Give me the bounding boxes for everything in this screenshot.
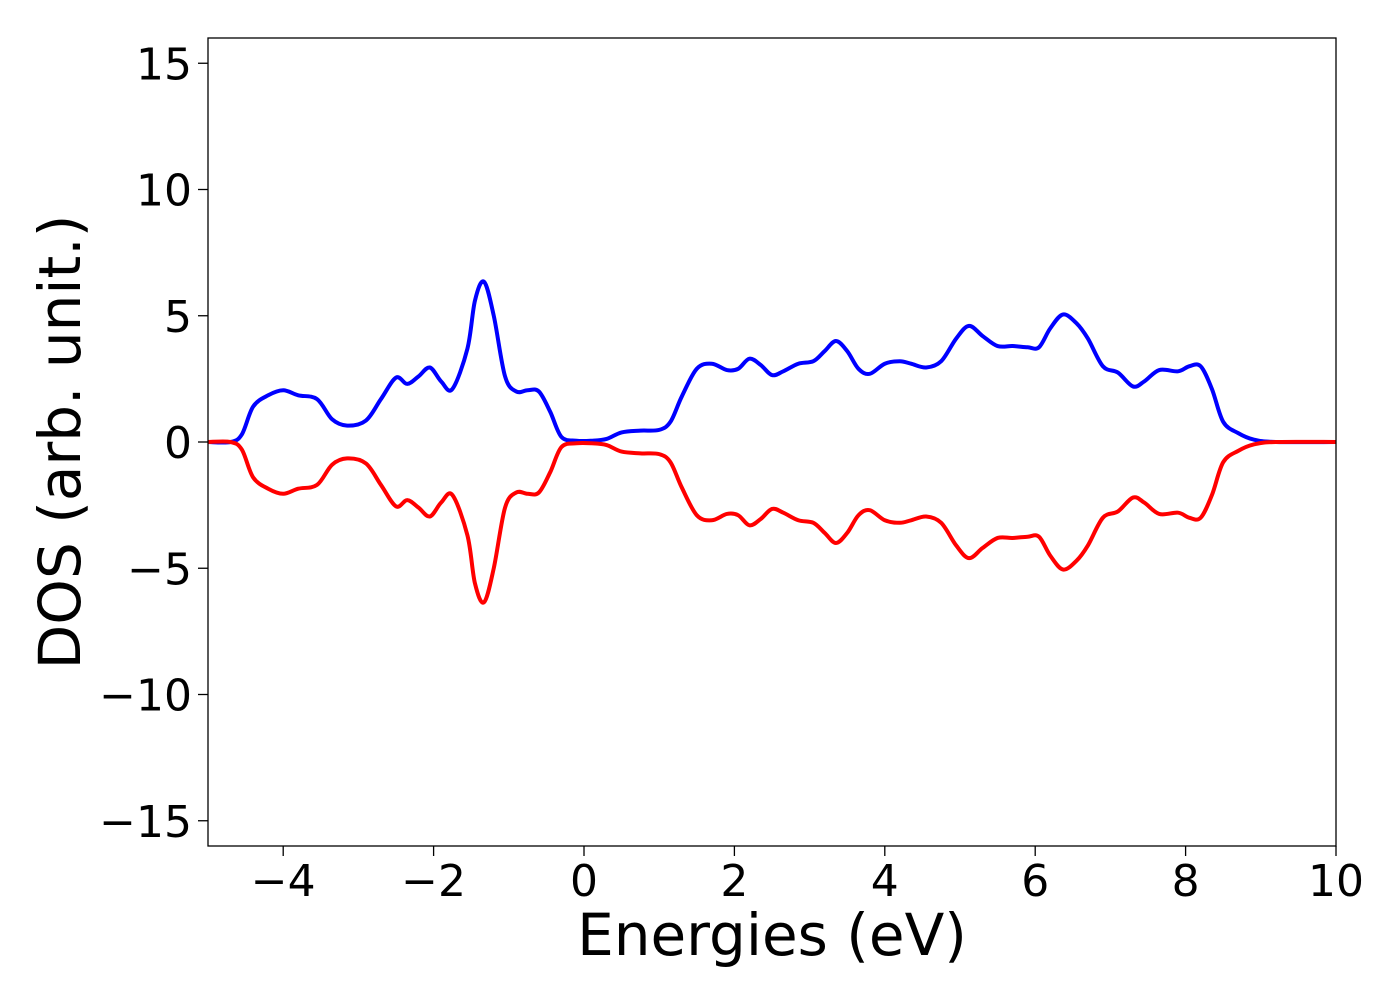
x-tick-label: 2: [720, 856, 748, 907]
x-axis-ticks: −4 −2 0 2 4 6 8 10: [251, 846, 1364, 907]
x-axis-label: Energies (eV): [577, 901, 967, 969]
y-tick-label: 0: [164, 418, 192, 469]
y-tick-label: 5: [164, 292, 192, 343]
x-tick-label: −2: [401, 856, 466, 907]
x-tick-label: 8: [1172, 856, 1200, 907]
plot-frame: [207, 37, 1337, 847]
y-tick-label: −10: [99, 671, 192, 722]
y-axis-label: DOS (arb. unit.): [26, 215, 94, 670]
y-axis-ticks: −15 −10 −5 0 5 10 15: [99, 39, 208, 848]
x-tick-label: −4: [251, 856, 316, 907]
y-tick-label: 15: [136, 39, 192, 90]
x-tick-label: 0: [570, 856, 598, 907]
x-tick-label: 4: [871, 856, 899, 907]
y-tick-label: 10: [136, 166, 192, 217]
series-line-1: [207, 279, 1337, 445]
x-tick-label: 10: [1308, 856, 1364, 907]
series-layer: [207, 279, 1337, 605]
plot-area: [207, 37, 1337, 847]
x-tick-label: 6: [1021, 856, 1049, 907]
y-tick-label: −15: [99, 797, 192, 848]
series-line-2: [207, 439, 1337, 605]
y-tick-label: −5: [127, 544, 192, 595]
